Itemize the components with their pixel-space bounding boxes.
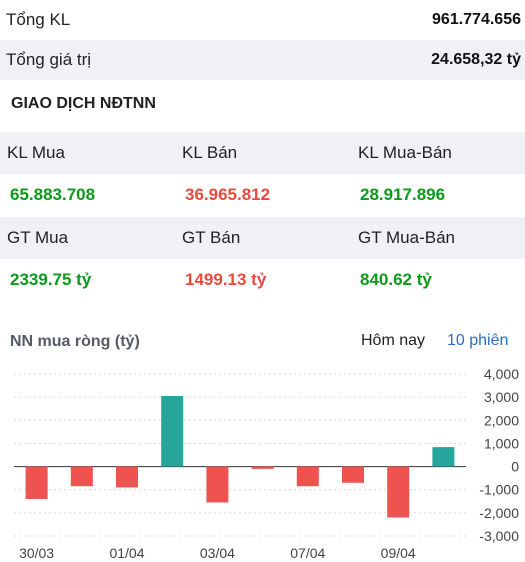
x-tick-label: 09/04 [381, 545, 416, 561]
value-net-value: 840.62 tỷ [360, 270, 432, 289]
value-sell-value: 1499.13 tỷ [185, 270, 267, 289]
volume-sell-label: KL Bán [182, 143, 238, 162]
value-sell-label: GT Bán [182, 228, 241, 247]
value-values-row: 2339.75 tỷ 1499.13 tỷ 840.62 tỷ [0, 259, 525, 301]
bar-30-03[interactable] [25, 466, 48, 499]
bar-03-04[interactable] [206, 466, 229, 503]
total-value-value: 24.658,32 tỷ [431, 51, 521, 68]
bar-10-04[interactable] [432, 447, 455, 467]
x-tick-label: 30/03 [19, 545, 54, 561]
volume-labels-row: KL Mua KL Bán KL Mua-Bán [0, 132, 525, 174]
y-tick-label: 1,000 [484, 435, 519, 451]
volume-net-label: KL Mua-Bán [358, 143, 452, 162]
value-buy-value: 2339.75 tỷ [10, 270, 92, 289]
bar-06-04[interactable] [251, 466, 274, 469]
total-volume-value: 961.774.656 [432, 11, 521, 28]
y-tick-label: 2,000 [484, 412, 519, 428]
x-tick-label: 07/04 [290, 545, 325, 561]
y-tick-label: 4,000 [484, 366, 519, 382]
value-labels-row: GT Mua GT Bán GT Mua-Bán [0, 217, 525, 259]
y-tick-label: -3,000 [479, 528, 519, 544]
total-volume-label: Tổng KL [6, 10, 71, 29]
volume-buy-value: 65.883.708 [10, 185, 96, 204]
bar-02-04[interactable] [161, 395, 184, 467]
volume-buy-label: KL Mua [7, 143, 65, 162]
volume-sell-value: 36.965.812 [185, 185, 271, 204]
x-tick-label: 01/04 [109, 545, 144, 561]
bar-09-04[interactable] [387, 466, 410, 518]
bar-07-04[interactable] [296, 466, 319, 487]
bar-31-03[interactable] [70, 466, 93, 487]
foreign-trading-title: GIAO DỊCH NĐTNN [11, 95, 156, 112]
volume-net-value: 28.917.896 [360, 185, 446, 204]
total-value-label: Tổng giá trị [6, 50, 92, 69]
y-tick-label: 0 [511, 459, 519, 475]
total-value-row: Tổng giá trị 24.658,32 tỷ [0, 40, 525, 80]
total-volume-row: Tổng KL 961.774.656 [0, 0, 525, 40]
y-tick-label: -1,000 [479, 482, 519, 498]
bar-08-04[interactable] [342, 466, 364, 483]
value-net-label: GT Mua-Bán [358, 228, 456, 247]
bar-01-04[interactable] [116, 466, 138, 488]
chart-title: NN mua ròng (tỷ) [10, 333, 140, 350]
tab-10-sessions[interactable]: 10 phiên [447, 332, 509, 349]
tab-today[interactable]: Hôm nay [361, 332, 426, 349]
y-tick-label: 3,000 [484, 389, 519, 405]
value-buy-label: GT Mua [7, 228, 69, 247]
x-tick-label: 03/04 [200, 545, 235, 561]
y-tick-label: -2,000 [479, 505, 519, 521]
net-buy-chart: 4,000 3,000 2,000 1,000 0 -1,000 -2,000 -3,000 3… [14, 366, 519, 561]
volume-values-row: 65.883.708 36.965.812 28.917.896 [0, 174, 525, 216]
